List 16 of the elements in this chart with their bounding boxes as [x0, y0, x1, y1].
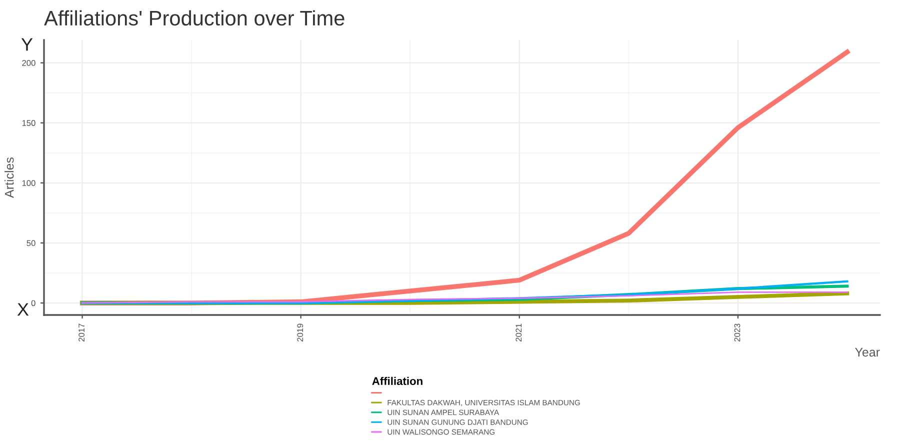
x-tick-label: 2021 — [516, 324, 522, 342]
chart-title: Affiliations' Production over Time — [44, 10, 344, 26]
y-tick-label: 200 — [22, 60, 36, 66]
y-tick-label: 50 — [26, 240, 36, 246]
y-tick-label: 150 — [22, 120, 36, 126]
x-tick-label: 2017 — [78, 324, 84, 342]
x-tick-label: 2023 — [734, 324, 740, 342]
y-axis-title: Articles — [4, 157, 14, 198]
line-series — [81, 280, 848, 304]
text: X — [17, 303, 29, 316]
x-tick-label: 2019 — [297, 324, 304, 342]
y-tick-label: 100 — [22, 180, 36, 186]
legend-title: Affiliation — [372, 376, 422, 386]
text: Y — [21, 38, 33, 51]
x-axis-title: Year — [855, 348, 880, 357]
y-tick-label: 0 — [31, 300, 36, 306]
